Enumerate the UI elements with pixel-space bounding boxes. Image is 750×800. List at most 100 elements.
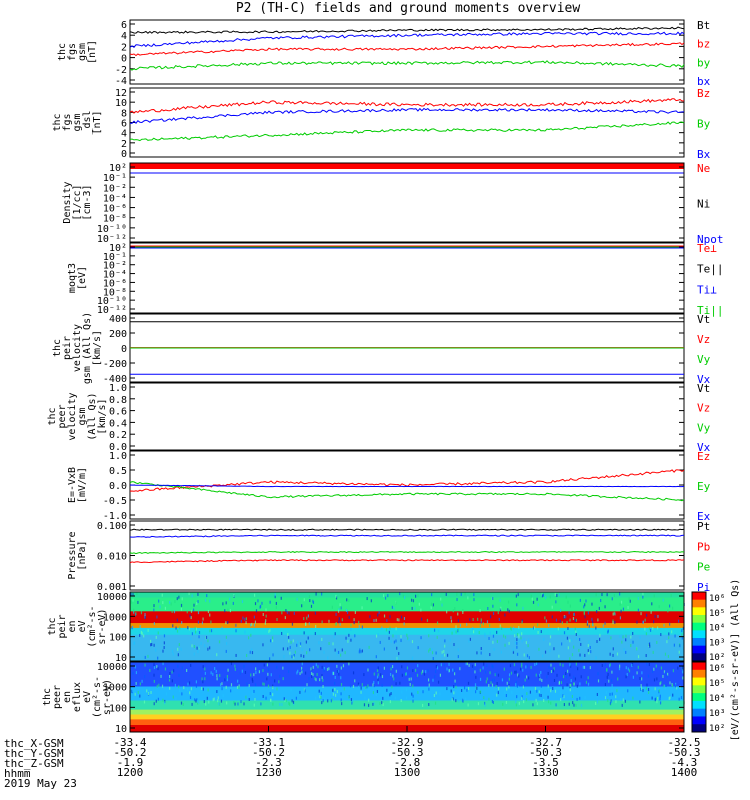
spectrogram-pixel — [156, 665, 158, 669]
spectrogram-pixel — [432, 678, 434, 682]
spectrogram-pixel — [153, 673, 155, 677]
spectrogram-pixel — [579, 598, 581, 602]
y-tick-label: 0.001 — [97, 582, 127, 593]
spectrogram-pixel — [153, 622, 155, 626]
ephem-label-hhmm: hhmm — [4, 767, 31, 780]
spectrogram-pixel — [281, 611, 283, 615]
spectrogram-pixel — [196, 698, 198, 702]
spectrogram-pixel — [656, 640, 658, 644]
spectrogram-pixel — [430, 606, 432, 610]
spectrogram-pixel — [135, 671, 138, 675]
spectrogram-pixel — [633, 644, 635, 648]
spectrogram-pixel — [565, 615, 567, 619]
spectrogram-pixel — [401, 690, 403, 694]
legend-entry: Ey — [697, 480, 711, 493]
spectrogram-pixel — [508, 609, 510, 613]
spectrogram-pixel — [153, 666, 156, 670]
spectrogram-pixel — [596, 610, 598, 614]
spectrogram-pixel — [509, 664, 512, 668]
legend-entry: By — [697, 118, 711, 131]
spectrogram-pixel — [406, 666, 409, 670]
spectrogram-pixel — [524, 678, 526, 682]
spectrogram-pixel — [367, 668, 369, 672]
spectrogram-pixel — [604, 683, 607, 687]
spectrogram-pixel — [577, 667, 579, 671]
spectrogram-pixel — [518, 633, 520, 637]
spectrogram-pixel — [226, 678, 229, 682]
spectrogram-pixel — [575, 630, 577, 634]
spectrogram-pixel — [624, 699, 626, 703]
spectrogram-pixel — [321, 690, 323, 694]
spectrogram-pixel — [299, 690, 301, 694]
y-axis-label: moqt3 — [67, 263, 78, 293]
spectrogram-pixel — [637, 597, 639, 601]
spectrogram-pixel — [542, 593, 545, 597]
y-axis-label: peir — [57, 614, 68, 638]
spectrogram-pixel — [625, 650, 627, 654]
spectrogram-pixel — [340, 666, 342, 670]
spectrogram-pixel — [230, 689, 232, 693]
ephem-value: -50.3 — [390, 746, 423, 759]
spectrogram-pixel — [573, 682, 575, 686]
spectrogram-pixel — [334, 693, 337, 697]
spectrogram-pixel — [629, 599, 631, 603]
spectrogram-pixel — [160, 674, 162, 678]
spectrogram-pixel — [530, 594, 532, 598]
spectrogram-pixel — [508, 683, 510, 687]
spectrogram-pixel — [517, 685, 519, 689]
spectrogram-pixel — [339, 606, 341, 610]
spectrogram-pixel — [226, 642, 228, 646]
spectrogram-pixel — [666, 674, 668, 678]
spectrogram-pixel — [518, 674, 520, 678]
spectrogram-pixel — [225, 621, 227, 625]
spectrogram-pixel — [208, 700, 210, 704]
spectrogram-band — [130, 611, 684, 624]
spectrogram-pixel — [647, 688, 650, 692]
spectrogram-pixel — [615, 700, 617, 704]
legend-entry: Ti⊥ — [697, 283, 717, 296]
spectrogram-pixel — [266, 677, 268, 681]
legend-entry: Te⊥ — [697, 242, 717, 255]
spectrogram-pixel — [178, 689, 181, 693]
spectrogram-pixel — [654, 697, 657, 701]
spectrogram-pixel — [238, 684, 240, 688]
spectrogram-pixel — [155, 699, 157, 703]
spectrogram-pixel — [428, 703, 430, 707]
spectrogram-pixel — [339, 622, 341, 626]
spectrogram-pixel — [155, 648, 157, 652]
spectrogram-pixel — [367, 684, 369, 688]
spectrogram-pixel — [567, 646, 569, 650]
spectrogram-pixel — [469, 637, 471, 641]
spectrogram-pixel — [579, 682, 581, 686]
spectrogram-pixel — [179, 626, 181, 630]
spectrogram-pixel — [455, 625, 457, 629]
spectrogram-pixel — [543, 637, 545, 641]
spectrogram-pixel — [570, 683, 572, 687]
spectrogram-pixel — [386, 619, 388, 623]
spectrogram-pixel — [579, 653, 581, 657]
spectrogram-pixel — [640, 686, 643, 690]
spectrogram-pixel — [457, 612, 459, 616]
spectrogram-pixel — [196, 699, 199, 703]
spectrogram-pixel — [320, 695, 322, 699]
spectrogram-pixel — [611, 597, 613, 601]
colorbar-tick: 10⁴ — [709, 694, 725, 704]
spectrogram-pixel — [461, 698, 463, 702]
spectrogram-pixel — [672, 669, 674, 673]
spectrogram-pixel — [598, 606, 600, 610]
spectrogram-pixel — [445, 592, 447, 596]
spectrogram-pixel — [467, 687, 470, 691]
spectrogram-pixel — [456, 598, 458, 602]
spectrogram-pixel — [465, 662, 467, 666]
spectrogram-pixel — [435, 691, 437, 695]
spectrogram-pixel — [485, 680, 487, 684]
spectrogram-pixel — [552, 669, 555, 673]
spectrogram-pixel — [446, 687, 448, 691]
spectrogram-pixel — [358, 624, 360, 628]
spectrogram-pixel — [648, 663, 650, 667]
spectrogram-pixel — [269, 657, 271, 661]
spectrogram-pixel — [291, 699, 293, 703]
spectrogram-pixel — [157, 667, 159, 671]
spectrogram-pixel — [639, 636, 641, 640]
spectrogram-pixel — [341, 618, 343, 622]
